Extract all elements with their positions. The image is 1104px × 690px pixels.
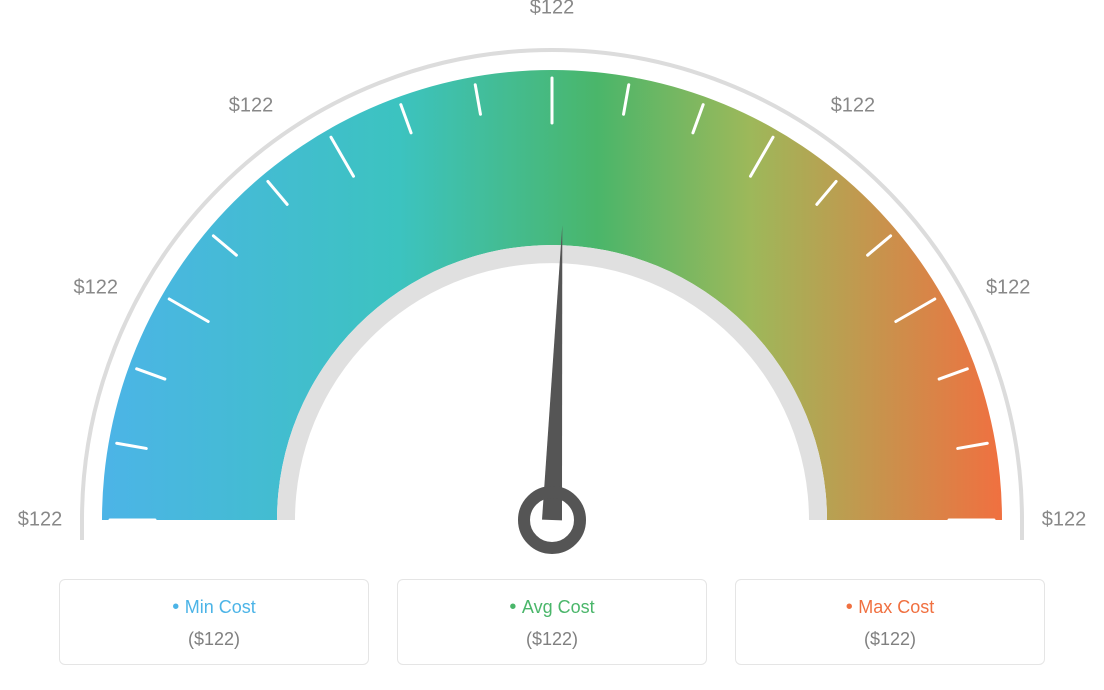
gauge-svg (0, 0, 1104, 560)
gauge-tick-label: $122 (986, 276, 1031, 299)
legend-title-max: Max Cost (746, 596, 1034, 619)
gauge-tick-label: $122 (1042, 509, 1087, 532)
gauge-chart: $122 $122 $122 $122 $122 $122 $122 (0, 0, 1104, 560)
legend-value-avg: ($122) (408, 629, 696, 650)
legend-value-min: ($122) (70, 629, 358, 650)
legend-title-avg: Avg Cost (408, 596, 696, 619)
legend-card-max: Max Cost ($122) (735, 579, 1045, 665)
legend-card-avg: Avg Cost ($122) (397, 579, 707, 665)
gauge-tick-label: $122 (530, 0, 575, 20)
legend-row: Min Cost ($122) Avg Cost ($122) Max Cost… (0, 579, 1104, 665)
legend-value-max: ($122) (746, 629, 1034, 650)
legend-card-min: Min Cost ($122) (59, 579, 369, 665)
legend-title-min: Min Cost (70, 596, 358, 619)
gauge-tick-label: $122 (18, 509, 63, 532)
gauge-tick-label: $122 (831, 94, 876, 117)
gauge-tick-label: $122 (74, 276, 119, 299)
gauge-tick-label: $122 (229, 94, 274, 117)
